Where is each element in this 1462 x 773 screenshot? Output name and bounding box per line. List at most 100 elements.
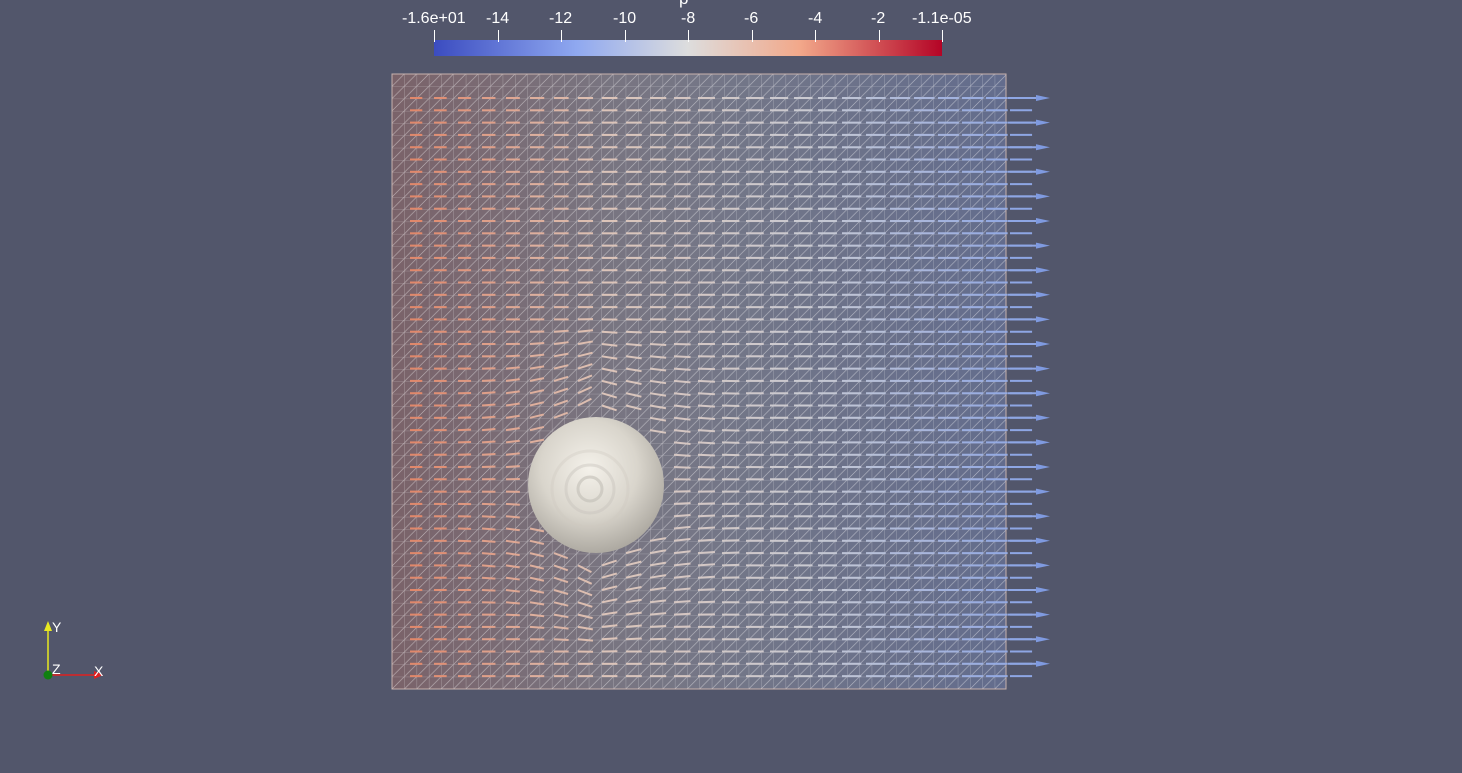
velocity-arrow (529, 589, 545, 594)
velocity-arrow (481, 428, 496, 432)
outlet-arrow-head (1036, 242, 1050, 249)
velocity-arrow (577, 564, 592, 574)
velocity-arrow (721, 539, 740, 542)
velocity-arrow (673, 600, 691, 604)
velocity-arrow (649, 429, 667, 434)
velocity-arrow (601, 343, 618, 347)
velocity-arrow (481, 527, 496, 531)
velocity-arrow (649, 612, 667, 616)
colorbar-tick-label: -12 (549, 10, 573, 27)
velocity-arrow (481, 552, 496, 556)
colorbar-tick-mark (561, 30, 562, 42)
velocity-arrow (625, 355, 642, 360)
velocity-arrow (529, 377, 545, 382)
velocity-arrow (697, 600, 716, 604)
colorbar-tick-label: -6 (744, 10, 759, 27)
velocity-arrow (481, 589, 496, 592)
colorbar-tick-mark (815, 30, 816, 42)
velocity-arrow (697, 526, 716, 530)
velocity-arrow (625, 598, 642, 604)
velocity-arrow (577, 340, 593, 345)
velocity-arrow (505, 427, 520, 432)
outlet-arrow-head (1036, 390, 1050, 397)
velocity-arrow (529, 564, 545, 570)
axis-y-label: Y (52, 619, 62, 635)
velocity-arrow (529, 539, 545, 545)
velocity-arrow (505, 414, 520, 419)
velocity-arrow (649, 624, 667, 628)
velocity-arrow (721, 526, 740, 530)
velocity-arrow (505, 390, 520, 395)
outlet-arrow-head (1036, 119, 1050, 126)
velocity-arrow (697, 441, 716, 445)
colorbar-tick-label: -1.6e+01 (402, 10, 466, 27)
velocity-arrow (553, 387, 569, 395)
velocity-arrow (721, 416, 740, 420)
velocity-arrow (601, 367, 618, 373)
velocity-arrow (649, 404, 667, 410)
outlet-arrow-head (1036, 193, 1050, 200)
velocity-arrow (649, 379, 667, 385)
velocity-arrow (481, 415, 496, 419)
velocity-arrow (529, 438, 545, 444)
velocity-arrow (529, 365, 545, 370)
velocity-arrow (529, 401, 545, 407)
outlet-arrow-head (1036, 587, 1050, 593)
velocity-arrow (625, 573, 642, 579)
orientation-axes-icon (43, 621, 103, 680)
velocity-arrow (481, 391, 496, 395)
velocity-arrow (649, 537, 667, 542)
velocity-arrow (649, 392, 667, 397)
velocity-arrow (697, 392, 716, 396)
velocity-arrow (577, 576, 593, 585)
velocity-arrow (649, 416, 667, 422)
velocity-arrow (481, 452, 496, 456)
velocity-arrow (673, 466, 691, 469)
velocity-arrow (481, 515, 496, 518)
colorbar-tick-mark (688, 30, 689, 42)
outlet-arrow-head (1036, 365, 1050, 372)
outlet-arrow-head (1036, 341, 1050, 347)
velocity-arrow (505, 576, 520, 581)
velocity-arrow (577, 363, 593, 370)
outlet-arrow-head (1036, 168, 1050, 175)
outlet-arrow-head (1036, 464, 1050, 470)
velocity-arrow (553, 329, 569, 333)
velocity-arrow (505, 502, 520, 506)
velocity-arrow (721, 429, 740, 432)
outlet-arrow-head (1036, 562, 1050, 569)
velocity-arrow (673, 574, 691, 579)
velocity-arrow (673, 441, 691, 445)
outlet-arrow-head (1036, 488, 1050, 495)
velocity-arrow (505, 527, 520, 532)
axis-z-label: Z (52, 661, 61, 677)
velocity-arrow (625, 585, 642, 591)
velocity-arrow (505, 354, 520, 358)
velocity-arrow (529, 613, 545, 618)
velocity-arrow (505, 589, 520, 593)
velocity-arrow (697, 575, 716, 579)
velocity-arrow (673, 538, 691, 542)
velocity-arrow (529, 389, 545, 395)
sphere-obstacle[interactable] (528, 417, 664, 553)
velocity-arrow (601, 379, 618, 386)
velocity-arrow (553, 411, 569, 419)
velocity-arrow (481, 440, 496, 444)
velocity-arrow (697, 367, 716, 371)
colorbar-tick-label: -10 (613, 10, 637, 27)
velocity-arrow (601, 355, 618, 360)
velocity-arrow (481, 403, 496, 407)
velocity-arrow (721, 441, 740, 444)
outlet-arrow-head (1036, 513, 1050, 520)
velocity-arrow (673, 513, 691, 518)
velocity-arrow (697, 379, 716, 383)
velocity-arrow (529, 625, 545, 629)
velocity-arrow (481, 564, 496, 568)
velocity-arrow (673, 416, 691, 421)
velocity-arrow (601, 624, 618, 628)
velocity-arrow (649, 343, 667, 346)
velocity-arrow (601, 611, 618, 616)
velocity-arrow (673, 355, 691, 359)
